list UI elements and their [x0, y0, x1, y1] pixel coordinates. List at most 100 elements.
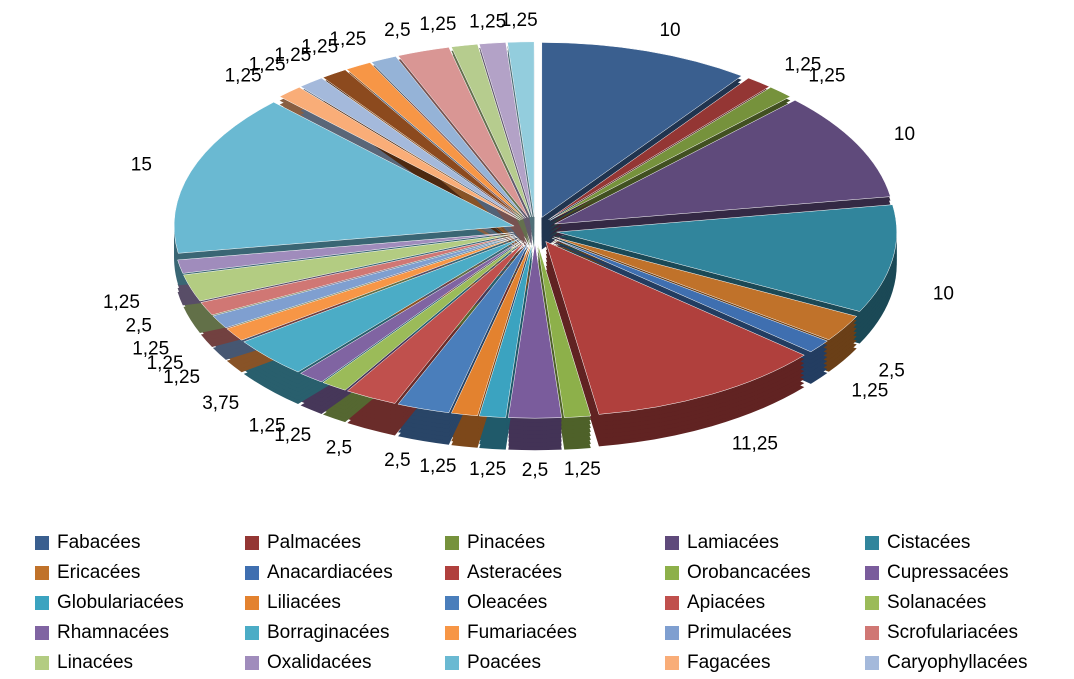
- legend-label: Oleacées: [467, 592, 547, 613]
- slice: [346, 62, 525, 219]
- data-label: 3,75: [202, 393, 239, 414]
- data-label: 10: [659, 20, 680, 41]
- slice: [556, 204, 897, 312]
- legend-swatch: [665, 536, 679, 550]
- slice: [548, 77, 770, 220]
- legend-swatch: [35, 656, 49, 670]
- legend-label: Lamiacées: [687, 532, 779, 553]
- slice: [212, 236, 516, 329]
- slice: [397, 47, 529, 218]
- slice: [541, 42, 743, 218]
- slice: [553, 236, 858, 341]
- data-label: 2,5: [522, 460, 548, 481]
- slice: [549, 86, 791, 221]
- legend-label: Apiacées: [687, 592, 765, 613]
- legend-label: Fumariacées: [467, 622, 577, 643]
- legend-swatch: [665, 596, 679, 610]
- slice: [300, 77, 522, 220]
- legend-swatch: [35, 566, 49, 580]
- data-label: 10: [894, 124, 915, 145]
- data-label: 1,25: [147, 353, 184, 374]
- slice: [226, 237, 517, 341]
- legend-swatch: [445, 656, 459, 670]
- data-label: 2,5: [878, 360, 904, 381]
- slice: [508, 243, 562, 419]
- legend-label: Linacées: [57, 652, 133, 673]
- data-label: 1,25: [249, 415, 286, 436]
- slice: [370, 56, 526, 219]
- legend-label: Ericacées: [57, 562, 140, 583]
- slice: [537, 243, 592, 418]
- legend-swatch: [245, 566, 259, 580]
- slice: [450, 242, 531, 417]
- data-label: 10: [933, 284, 954, 305]
- slice: [183, 233, 515, 302]
- data-label: 1,25: [329, 29, 366, 50]
- slice: [397, 242, 529, 413]
- legend-label: Caryophyllacées: [887, 652, 1027, 673]
- legend-label: Rhamnacées: [57, 622, 169, 643]
- legend-label: Scrofulariacées: [887, 622, 1018, 643]
- data-label: 1,25: [301, 36, 338, 57]
- legend-label: Anacardiacées: [267, 562, 393, 583]
- slice: [450, 43, 531, 218]
- data-label: 1,25: [163, 367, 200, 388]
- legend-swatch: [245, 596, 259, 610]
- data-label: 1,25: [469, 459, 506, 480]
- data-label: 1,25: [103, 292, 140, 313]
- legend-swatch: [665, 626, 679, 640]
- data-label: 1,25: [419, 14, 456, 35]
- legend-swatch: [865, 596, 879, 610]
- data-label: 1,25: [274, 45, 311, 66]
- legend-swatch: [445, 596, 459, 610]
- legend-label: Primulacées: [687, 622, 792, 643]
- legend-label: Pinacées: [467, 532, 545, 553]
- legend-label: Asteracées: [467, 562, 562, 583]
- slice: [279, 86, 521, 221]
- slice: [200, 235, 516, 316]
- data-label: 1,25: [274, 425, 311, 446]
- legend-swatch: [445, 536, 459, 550]
- slice: [554, 99, 891, 225]
- data-label: 1,25: [225, 65, 262, 86]
- legend-swatch: [445, 626, 459, 640]
- data-label: 2,5: [384, 20, 410, 41]
- slice: [173, 101, 515, 254]
- data-label: 15: [131, 154, 152, 175]
- data-label: 2,5: [384, 450, 410, 471]
- legend-swatch: [665, 656, 679, 670]
- slice: [322, 240, 523, 391]
- slice: [300, 240, 522, 383]
- legend-swatch: [245, 626, 259, 640]
- legend-swatch: [245, 536, 259, 550]
- legend-swatch: [35, 536, 49, 550]
- legend-swatch: [35, 626, 49, 640]
- data-label: 11,25: [732, 434, 778, 455]
- legend-label: Borraginacées: [267, 622, 390, 643]
- slice: [545, 241, 805, 415]
- data-label: 1,25: [501, 10, 538, 31]
- data-label: 1,25: [249, 55, 286, 76]
- legend-label: Cupressacées: [887, 562, 1008, 583]
- slice: [507, 41, 535, 217]
- legend-swatch: [35, 596, 49, 610]
- legend-label: Poacées: [467, 652, 541, 673]
- data-label: 1,25: [784, 55, 821, 76]
- legend-swatch: [665, 566, 679, 580]
- data-label: 2,5: [326, 437, 352, 458]
- legend-label: Globulariacées: [57, 592, 184, 613]
- data-label: 2,5: [125, 316, 151, 337]
- legend-swatch: [865, 626, 879, 640]
- legend-label: Orobancacées: [687, 562, 811, 583]
- data-label: 1,25: [808, 65, 845, 86]
- slice-side: [479, 46, 533, 221]
- data-label: 1,25: [132, 339, 169, 360]
- data-label: 1,25: [419, 456, 456, 477]
- legend-label: Fabacées: [57, 532, 140, 553]
- legend-label: Oxalidacées: [267, 652, 372, 673]
- data-label: 1,25: [469, 11, 506, 32]
- slice: [478, 42, 533, 217]
- legend-label: Fagacées: [687, 652, 770, 673]
